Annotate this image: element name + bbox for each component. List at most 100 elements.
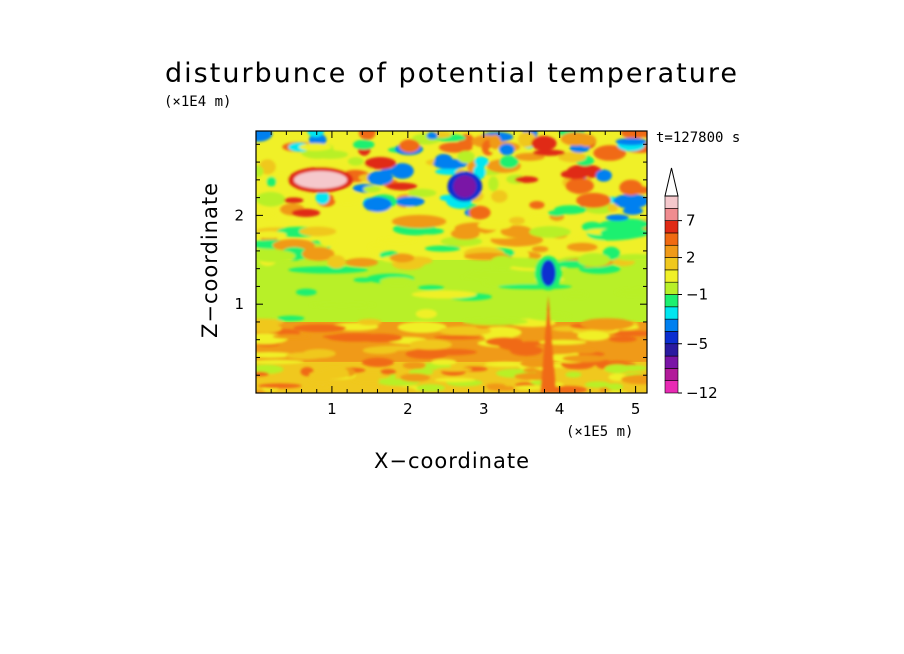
contour-region [489, 134, 501, 150]
colorbar-segment [664, 195, 679, 209]
y-tick-label: 1 [234, 295, 244, 313]
contour-region [498, 342, 521, 349]
contour-region [347, 157, 364, 166]
x-tick-label: 3 [479, 400, 489, 418]
contour-region [434, 377, 476, 383]
contour-region [607, 203, 619, 212]
contour-region [308, 370, 350, 380]
colorbar-segment [664, 318, 679, 332]
contour-region [285, 352, 325, 360]
contour-region [415, 309, 437, 319]
contour-region [298, 143, 332, 151]
contour-region [621, 374, 647, 385]
contour-region [577, 330, 610, 341]
contour-region [317, 160, 333, 168]
colorbar-tick-label: 2 [686, 249, 696, 267]
contour-region [572, 348, 597, 354]
contour-region [549, 385, 588, 393]
contour-region [531, 245, 549, 253]
contour-region [306, 386, 340, 393]
contour-region [256, 131, 273, 142]
contour-region [379, 277, 415, 286]
contour-region [256, 209, 277, 219]
contour-region [319, 234, 337, 247]
contour-blobs [256, 131, 647, 393]
colorbar-segment [664, 208, 679, 221]
contour-region [361, 357, 394, 367]
colorbar-segment [664, 244, 679, 258]
contour-region [580, 318, 634, 331]
contour-region [577, 134, 597, 147]
contour-region [256, 390, 266, 393]
colorbar-tick-label: −1 [686, 286, 708, 304]
contour-region [353, 139, 375, 150]
contour-region [524, 214, 554, 226]
axis-ticks: 1 2 3 4 5 1 2 [234, 131, 647, 418]
contour-region [394, 196, 425, 207]
contour-region [355, 373, 391, 380]
contour-region [309, 302, 376, 308]
colorbar-segment [664, 281, 679, 295]
contour-region [418, 285, 445, 291]
x-tick-label: 4 [555, 400, 565, 418]
contour-region [615, 253, 647, 261]
contour-region [367, 170, 394, 186]
x-tick-label: 2 [403, 400, 413, 418]
plume [540, 295, 557, 393]
chart-title: disturbunce of potential temperature [165, 58, 739, 89]
x-axis-title: X−coordinate [374, 449, 530, 473]
contour-region [529, 226, 571, 238]
contour-region [386, 182, 418, 191]
contour-region [266, 176, 277, 187]
contour-region [407, 188, 437, 198]
contour-region [491, 190, 508, 203]
y-tick-label: 2 [234, 206, 244, 224]
contour-region [462, 317, 529, 326]
contour-region [368, 243, 385, 251]
contour-region [619, 179, 643, 196]
contour-region [256, 191, 286, 207]
contour-region [498, 143, 515, 156]
contour-region [606, 383, 624, 391]
contour-region [566, 242, 598, 252]
contour-region [358, 131, 376, 140]
contour-region [584, 381, 611, 388]
contour-region [608, 336, 637, 343]
contour-region [399, 139, 420, 153]
contour-region [299, 226, 337, 237]
contour-region [402, 361, 426, 370]
x-tick-label: 5 [631, 400, 641, 418]
contour-region [256, 231, 287, 239]
contour-region [558, 151, 587, 163]
contour-region [431, 359, 457, 366]
contour-region [614, 287, 647, 297]
contour-region [531, 135, 557, 151]
contour-region [498, 284, 572, 290]
contour-region [499, 155, 519, 169]
contour-region [411, 290, 477, 299]
contour-region [284, 197, 304, 204]
contour-region [362, 346, 398, 355]
contour-region [293, 324, 347, 332]
contour-region [621, 131, 647, 139]
contour-region [523, 368, 539, 373]
contour-region [256, 323, 282, 333]
contour-region [509, 345, 543, 356]
contour-region [409, 339, 452, 350]
colorbar-segment [664, 331, 679, 345]
contour-region [613, 193, 647, 209]
contour-region [434, 153, 454, 169]
y-axis-unit: (×1E4 m) [164, 94, 232, 110]
plot-frame [255, 130, 648, 394]
contour-region [417, 227, 444, 235]
contour-region [600, 227, 647, 239]
contour-region [433, 335, 481, 340]
colorbar-segment [664, 368, 679, 381]
x-axis-unit: (×1E5 m) [566, 424, 634, 440]
contour-region [277, 315, 305, 321]
contour-region [272, 334, 311, 339]
contour-region [353, 277, 374, 283]
contour-region [295, 288, 317, 296]
